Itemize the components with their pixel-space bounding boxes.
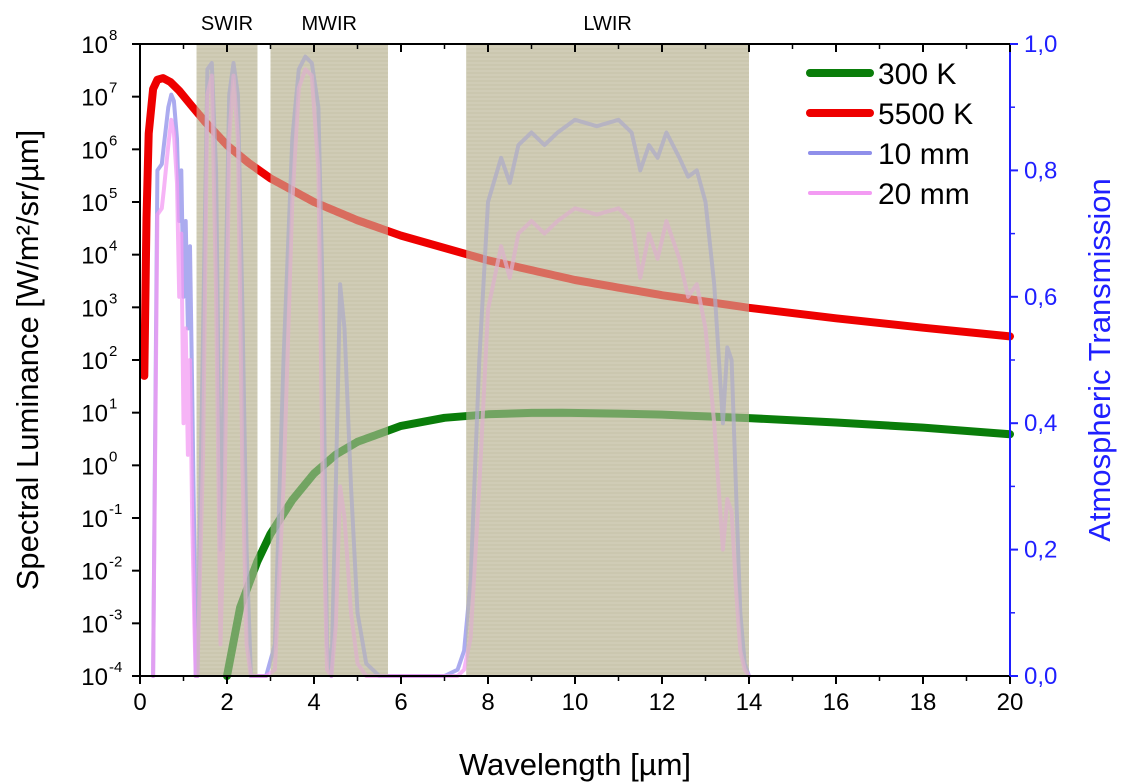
- x-tick-label: 2: [220, 689, 233, 716]
- y-tick-exponent: -4: [109, 659, 122, 676]
- y-tick-label: 10: [81, 348, 108, 375]
- y2-axis-label: Atmospheric Transmission: [1082, 178, 1117, 542]
- y-tick-label: 10: [81, 611, 108, 638]
- band-overlay-lwir: [466, 44, 749, 676]
- y-tick-label: 10: [81, 85, 108, 112]
- legend-label-10-mm: 10 mm: [878, 138, 970, 171]
- y-tick-label: 10: [81, 664, 108, 691]
- x-tick-label: 20: [997, 689, 1024, 716]
- y-tick-exponent: 5: [109, 185, 117, 202]
- x-tick-label: 10: [562, 689, 589, 716]
- y-tick-exponent: 4: [109, 238, 117, 255]
- y-tick-exponent: 6: [109, 132, 117, 149]
- x-tick-label: 14: [736, 689, 763, 716]
- legend-label-20-mm: 20 mm: [878, 178, 970, 211]
- y-tick-exponent: 2: [109, 343, 117, 360]
- x-tick-label: 16: [823, 689, 850, 716]
- x-tick-label: 12: [649, 689, 676, 716]
- y-tick-label: 10: [81, 190, 108, 217]
- legend-label-300-k: 300 K: [878, 58, 956, 91]
- y2-tick-label: 0,0: [1024, 663, 1057, 690]
- y-axis-label: Spectral Luminance [W/m²/sr/µm]: [10, 130, 45, 591]
- y-tick-exponent: 7: [109, 80, 117, 97]
- y-tick-exponent: 3: [109, 290, 117, 307]
- x-tick-label: 6: [394, 689, 407, 716]
- band-overlay-mwir: [270, 44, 388, 676]
- y-tick-label: 10: [81, 453, 108, 480]
- band-label-lwir: LWIR: [583, 13, 632, 35]
- x-tick-label: 8: [481, 689, 494, 716]
- y2-tick-label: 0,2: [1024, 537, 1057, 564]
- y-tick-label: 10: [81, 295, 108, 322]
- y-tick-exponent: -2: [109, 554, 122, 571]
- y-tick-label: 10: [81, 559, 108, 586]
- y-tick-label: 10: [81, 137, 108, 164]
- y-tick-exponent: -3: [109, 606, 122, 623]
- band-label-mwir: MWIR: [301, 13, 357, 35]
- band-label-swir: SWIR: [201, 13, 253, 35]
- y-tick-exponent: 0: [109, 448, 117, 465]
- x-tick-label: 4: [307, 689, 320, 716]
- y2-tick-label: 0,4: [1024, 410, 1057, 437]
- y2-tick-label: 0,8: [1024, 157, 1057, 184]
- y-tick-exponent: 1: [109, 396, 117, 413]
- labels-layer: Wavelength [µm] Spectral Luminance [W/m²…: [10, 130, 1117, 782]
- y2-tick-label: 1,0: [1024, 31, 1057, 58]
- x-axis-label: Wavelength [µm]: [459, 747, 691, 782]
- y-tick-label: 10: [81, 506, 108, 533]
- legend-label-5500-k: 5500 K: [878, 98, 973, 131]
- y-tick-label: 10: [81, 401, 108, 428]
- y2-tick-label: 0,6: [1024, 284, 1057, 311]
- y-tick-exponent: 8: [109, 27, 117, 44]
- x-tick-label: 18: [910, 689, 937, 716]
- x-tick-label: 0: [133, 689, 146, 716]
- y-tick-label: 10: [81, 32, 108, 59]
- band-overlay-swir: [196, 44, 258, 676]
- y-tick-exponent: -1: [109, 501, 122, 518]
- legend: 300 K 5500 K 10 mm 20 mm: [806, 58, 973, 211]
- band-overlay-layer: [196, 44, 749, 676]
- y-tick-label: 10: [81, 243, 108, 270]
